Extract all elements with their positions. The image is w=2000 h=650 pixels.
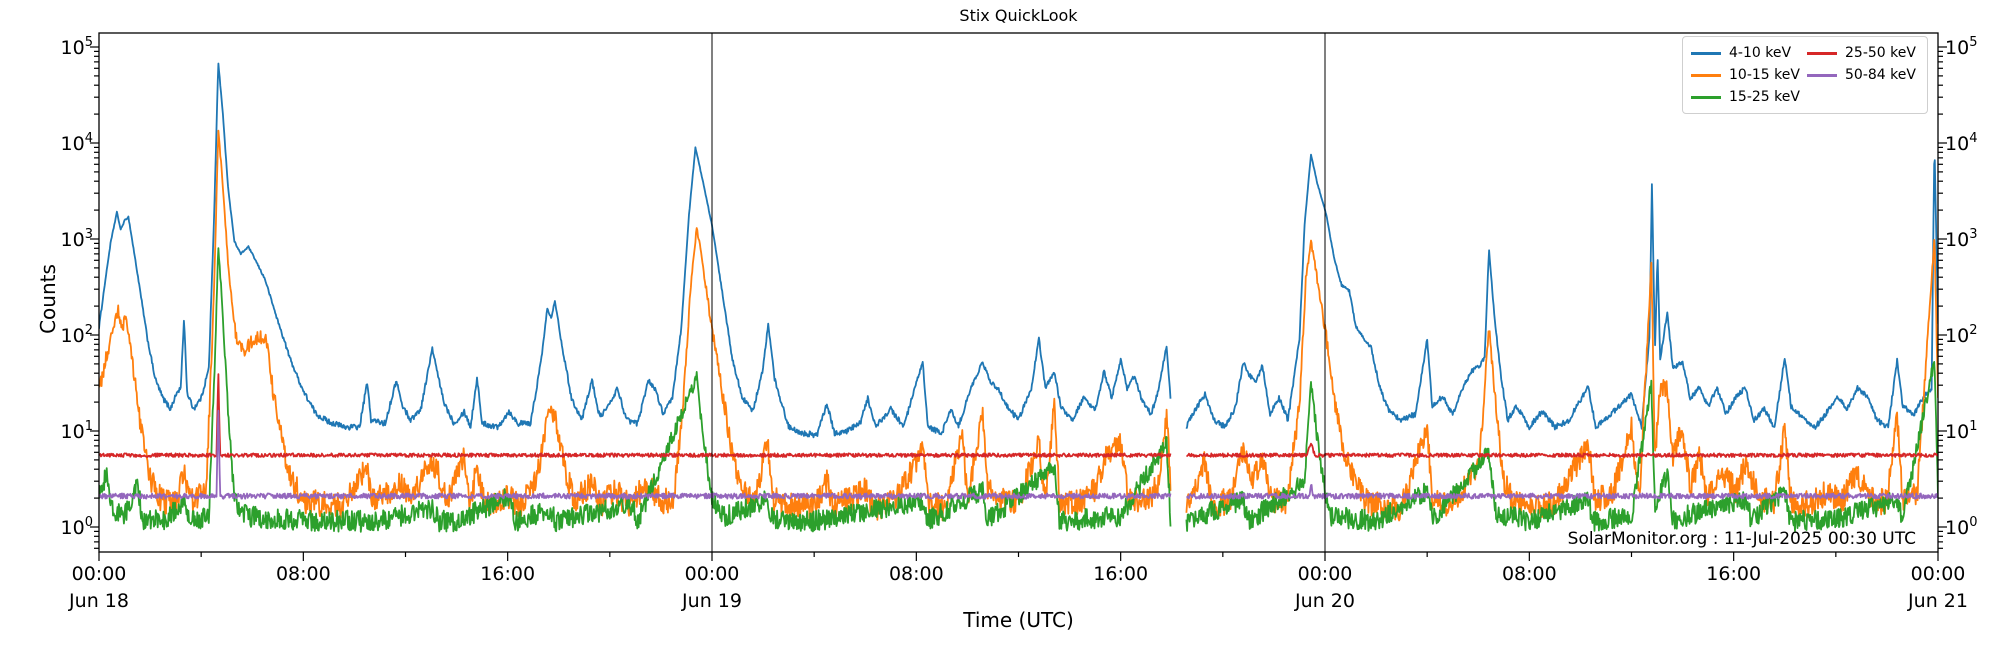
x-tick-day-label: Jun 18 <box>68 590 129 612</box>
legend-label: 25-50 keV <box>1845 45 1916 61</box>
x-tick-label: 16:00 <box>480 563 535 585</box>
y-tick-label: 103 <box>1945 227 1977 251</box>
y-tick-label: 105 <box>61 35 93 59</box>
legend-item-25-50-keV: 25-50 keV <box>1807 42 1923 64</box>
y-tick-label: 101 <box>61 419 93 443</box>
y-tick-label: 102 <box>61 323 93 347</box>
x-tick-label: 16:00 <box>1093 563 1148 585</box>
legend: 4-10 keV 10-15 keV 15-25 keV 25-50 keV 50-84… <box>1682 36 1928 114</box>
chart-title: Stix QuickLook <box>959 6 1078 25</box>
y-tick-label: 104 <box>1945 131 1977 155</box>
y-tick-label: 102 <box>1945 323 1977 347</box>
series-line-15-25-keV <box>1185 360 1938 532</box>
legend-label: 15-25 keV <box>1729 89 1800 105</box>
series-line-25-50-keV <box>1186 442 1938 458</box>
y-tick-label: 100 <box>1945 515 1977 539</box>
series-line-4-10-keV <box>99 62 1172 439</box>
legend-item-15-25-keV: 15-25 keV <box>1691 86 1807 108</box>
series-line-25-50-keV <box>99 373 1172 458</box>
y-tick-label: 103 <box>61 227 93 251</box>
series-line-10-15-keV <box>99 129 1172 522</box>
legend-item-50-84-keV: 50-84 keV <box>1807 64 1923 86</box>
y-tick-label: 105 <box>1945 35 1977 59</box>
series-line-15-25-keV <box>99 247 1172 533</box>
legend-line-sample <box>1691 51 1721 55</box>
x-tick-label: 08:00 <box>276 563 331 585</box>
x-tick-label: 08:00 <box>1502 563 1557 585</box>
axes-border <box>98 32 1939 553</box>
watermark-annotation: SolarMonitor.org : 11-Jul-2025 00:30 UTC <box>1567 529 1916 549</box>
y-tick-label: 104 <box>61 131 93 155</box>
legend-label: 10-15 keV <box>1729 67 1800 83</box>
legend-item-10-15-keV: 10-15 keV <box>1691 64 1807 86</box>
y-tick-label: 101 <box>1945 419 1977 443</box>
x-tick-day-label: Jun 21 <box>1907 590 1968 612</box>
x-tick-label: 16:00 <box>1706 563 1761 585</box>
x-tick-day-label: Jun 19 <box>681 590 742 612</box>
x-tick-label: 00:00 <box>1298 563 1353 585</box>
legend-item-4-10-keV: 4-10 keV <box>1691 42 1807 64</box>
legend-line-sample <box>1691 73 1721 77</box>
x-tick-label: 08:00 <box>889 563 944 585</box>
legend-line-sample <box>1807 73 1837 77</box>
series-line-10-15-keV <box>1185 238 1938 522</box>
legend-label: 4-10 keV <box>1729 45 1792 61</box>
series-line-4-10-keV <box>1185 153 1938 431</box>
legend-line-sample <box>1807 51 1837 55</box>
x-tick-label: 00:00 <box>72 563 127 585</box>
legend-line-sample <box>1691 95 1721 99</box>
series-line-50-84-keV <box>99 409 1172 500</box>
x-tick-label: 00:00 <box>685 563 740 585</box>
x-tick-day-label: Jun 20 <box>1294 590 1355 612</box>
y-tick-label: 100 <box>61 515 93 539</box>
x-axis-label: Time (UTC) <box>963 608 1074 632</box>
series-line-50-84-keV <box>1186 483 1938 500</box>
legend-label: 50-84 keV <box>1845 67 1916 83</box>
y-axis-label: Counts <box>36 264 60 334</box>
x-tick-label: 00:00 <box>1911 563 1966 585</box>
